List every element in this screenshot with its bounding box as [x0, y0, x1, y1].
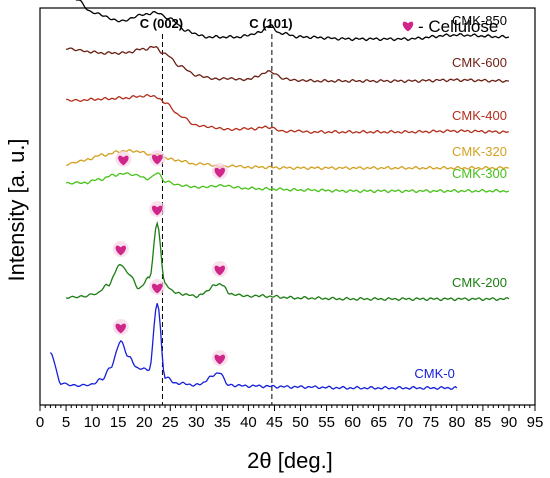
x-tick-label: 0: [36, 414, 44, 431]
x-tick-label: 95: [527, 414, 544, 431]
cellulose-heart-icon: [152, 205, 163, 216]
series-label-cmk-600: CMK-600: [452, 55, 507, 70]
x-tick-label: 25: [162, 414, 179, 431]
legend-label: - Cellulose: [418, 17, 498, 36]
x-tick-label: 70: [396, 414, 413, 431]
series-label-cmk-850: CMK-850: [452, 13, 507, 28]
marker-layer: [112, 150, 228, 366]
reference-line-label: C (101): [249, 16, 292, 31]
x-tick-label: 50: [292, 414, 309, 431]
x-tick-label: 20: [136, 414, 153, 431]
series-label-cmk-0: CMK-0: [414, 366, 454, 381]
plot-area: C (002) C (101): [39, 7, 536, 406]
x-tick-label: 30: [188, 414, 205, 431]
reference-line-label: C (002): [140, 16, 183, 31]
cellulose-heart-icon: [152, 154, 163, 165]
cellulose-heart-icon: [118, 155, 129, 166]
x-axis-title: 2θ [deg.]: [247, 448, 333, 473]
x-tick-label: 15: [110, 414, 127, 431]
legend-heart-icon: [402, 21, 414, 32]
x-tick-label: 45: [266, 414, 283, 431]
series-label-cmk-320: CMK-320: [452, 144, 507, 159]
series-line-cmk-0: [49, 303, 458, 391]
series-line-cmk-300: [65, 172, 510, 194]
series-line-cmk-400: [66, 93, 509, 134]
legend: - Cellulose: [402, 17, 498, 36]
x-tick-label: 5: [62, 414, 70, 431]
cellulose-heart-icon: [214, 354, 225, 365]
x-tick-label: 80: [448, 414, 465, 431]
x-tick-label: 75: [422, 414, 439, 431]
cellulose-heart-icon: [214, 265, 225, 276]
x-tick-label: 85: [475, 414, 492, 431]
cellulose-heart-icon: [115, 323, 126, 334]
series-label-cmk-400: CMK-400: [452, 108, 507, 123]
x-tick-label: 10: [84, 414, 101, 431]
y-axis-title: Intensity [a. u.]: [4, 138, 29, 281]
cellulose-heart-icon: [214, 167, 225, 178]
series-label-cmk-200: CMK-200: [452, 275, 507, 290]
series-line-cmk-850: [75, 0, 510, 42]
x-tick-label: 60: [344, 414, 361, 431]
cellulose-heart-icon: [152, 283, 163, 294]
x-tick-label: 35: [214, 414, 231, 431]
x-tick-label: 40: [240, 414, 257, 431]
series-line-cmk-600: [66, 45, 509, 84]
x-tick-label: 90: [501, 414, 518, 431]
x-tick-label: 65: [370, 414, 387, 431]
x-tick-label: 55: [318, 414, 335, 431]
series-line-cmk-200: [65, 220, 510, 302]
series-layer: CMK-850 CMK-600 CMK-400 CMK-320 CMK-300 CMK-2…: [49, 0, 510, 391]
series-line-cmk-320: [66, 148, 509, 171]
axis-layer: 0 5 10 15 20 25 30 35 40 45 50 55 60 65 70 75 80 85 90 95: [36, 405, 544, 431]
series-label-cmk-300: CMK-300: [452, 166, 507, 181]
plot-frame: [39, 7, 536, 406]
cellulose-heart-icon: [115, 245, 126, 256]
